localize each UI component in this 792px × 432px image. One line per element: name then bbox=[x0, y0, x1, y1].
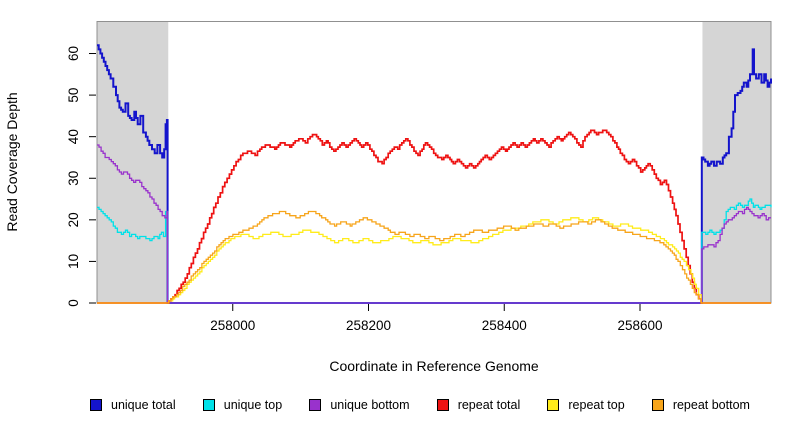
legend-swatch-icon bbox=[547, 399, 560, 411]
x-tick-label: 258600 bbox=[617, 318, 662, 333]
series-line-unique-bottom bbox=[97, 144, 771, 304]
legend-label: repeat bottom bbox=[672, 398, 750, 412]
series-line-repeat-top bbox=[97, 217, 771, 304]
x-axis-title: Coordinate in Reference Genome bbox=[329, 358, 539, 374]
legend-label: repeat top bbox=[568, 398, 625, 412]
legend-swatch-icon bbox=[651, 399, 664, 411]
legend-item-repeat-bottom: repeat bottom bbox=[651, 398, 750, 412]
masked-region-left bbox=[97, 21, 169, 303]
legend-swatch-icon bbox=[436, 399, 449, 411]
y-tick-label: 0 bbox=[66, 299, 81, 307]
legend-label: unique bottom bbox=[330, 398, 410, 412]
x-tick-label: 258400 bbox=[482, 318, 527, 333]
plot-box bbox=[96, 21, 772, 304]
legend-swatch-icon bbox=[202, 399, 215, 411]
x-tick-label: 258000 bbox=[210, 318, 255, 333]
y-axis: 0 10 20 30 40 50 60 bbox=[66, 46, 96, 307]
legend: unique total unique top unique bottom repea… bbox=[90, 398, 750, 412]
legend-item-repeat-top: repeat top bbox=[547, 398, 625, 412]
masked-regions bbox=[97, 21, 771, 303]
legend-label: repeat total bbox=[457, 398, 521, 412]
legend-label: unique total bbox=[111, 398, 176, 412]
legend-item-repeat-total: repeat total bbox=[436, 398, 521, 412]
y-axis-title: Read Coverage Depth bbox=[4, 92, 20, 231]
legend-swatch-icon bbox=[90, 399, 102, 411]
series-layer bbox=[97, 44, 772, 304]
legend-swatch-icon bbox=[309, 399, 322, 411]
x-tick-label: 258200 bbox=[346, 318, 391, 333]
series-line-unique-total bbox=[97, 44, 772, 304]
y-tick-label: 30 bbox=[66, 171, 81, 186]
legend-item-unique-top: unique top bbox=[202, 398, 283, 412]
series-line-repeat-total bbox=[97, 129, 771, 304]
y-tick-label: 40 bbox=[66, 129, 81, 144]
legend-label: unique top bbox=[223, 398, 283, 412]
y-tick-label: 10 bbox=[66, 254, 81, 269]
legend-item-unique-total: unique total bbox=[90, 398, 176, 412]
series-line-repeat-bottom bbox=[97, 210, 771, 304]
y-tick-label: 50 bbox=[66, 88, 81, 103]
x-axis: 258000 258200 258400 258600 bbox=[210, 304, 663, 333]
y-tick-label: 20 bbox=[66, 212, 81, 227]
legend-item-unique-bottom: unique bottom bbox=[309, 398, 410, 412]
y-tick-label: 60 bbox=[66, 46, 81, 61]
